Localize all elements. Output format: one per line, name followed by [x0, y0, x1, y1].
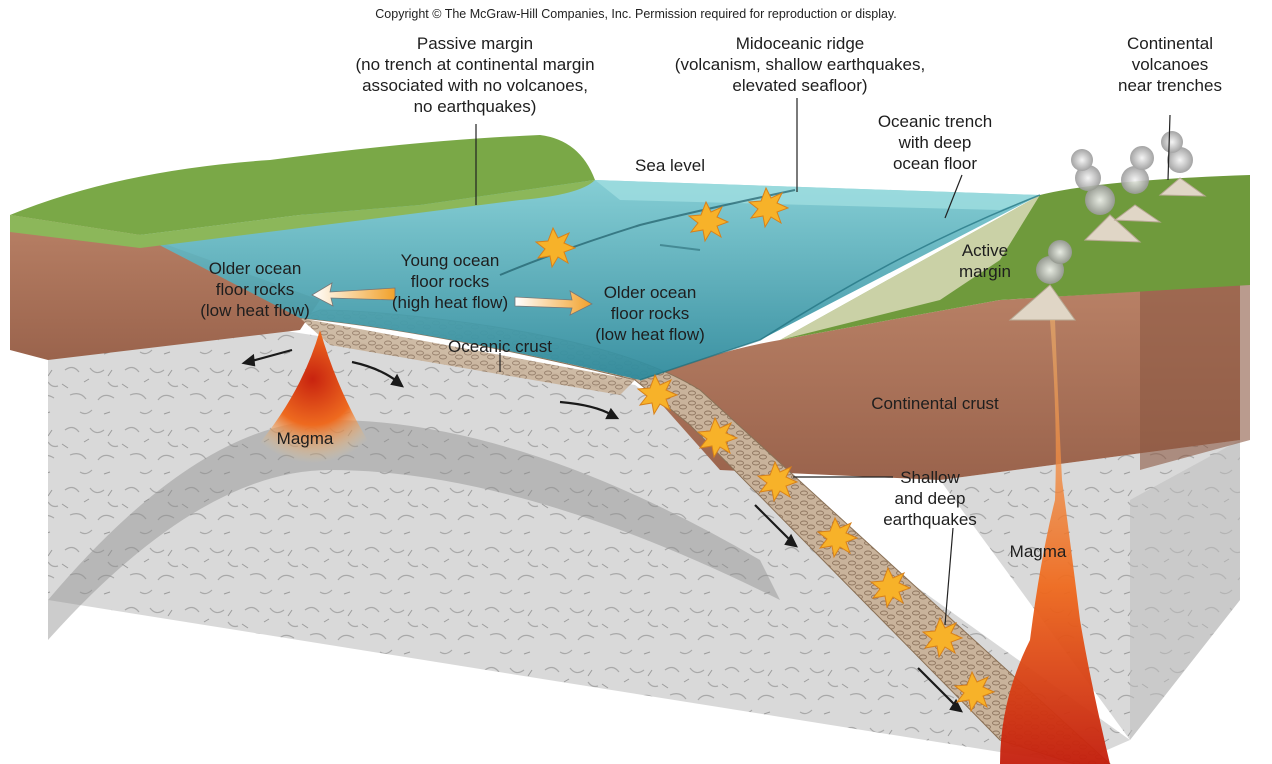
label-earthquakes: Shallow and deep earthquakes: [883, 468, 977, 529]
earthquake-star: [534, 226, 577, 269]
label-older-right: Older ocean floor rocks (low heat flow): [595, 283, 705, 344]
continental-crust-right: [640, 285, 1240, 480]
label-young-floor: Young ocean floor rocks (high heat flow): [391, 251, 509, 312]
label-older-left: Older ocean floor rocks (low heat flow): [200, 259, 310, 320]
earthquake-star: [756, 460, 799, 503]
earthquake-star: [687, 200, 730, 243]
earthquake-star: [696, 416, 739, 459]
earthquake-star: [921, 616, 964, 659]
label-active-margin: Active margin: [959, 241, 1011, 281]
label-magma-right: Magma: [1009, 542, 1067, 561]
volcano-smoke: [1036, 131, 1193, 284]
label-magma-left: Magma: [276, 429, 334, 448]
ridge-line: [499, 189, 796, 276]
label-passive-margin: Passive margin (no trench at continental…: [355, 34, 595, 116]
earthquake-star: [636, 373, 679, 416]
earthquake-star: [747, 186, 790, 229]
label-continental-volcanoes: Continental volcanoes near trenches: [1118, 34, 1222, 95]
volcano-4: [1158, 177, 1207, 197]
ocean: [140, 180, 1040, 380]
earthquake-star: [816, 516, 859, 559]
trench-line: [639, 194, 1041, 381]
volcano-1: [1008, 284, 1076, 321]
left-land: [10, 135, 595, 235]
label-oceanic-crust: Oceanic crust: [448, 337, 552, 356]
volcano-2: [1083, 214, 1142, 243]
label-continental-crust: Continental crust: [871, 394, 999, 413]
volcano-3: [1113, 204, 1162, 223]
label-sea-level: Sea level: [635, 156, 705, 175]
label-midoceanic-ridge: Midoceanic ridge (volcanism, shallow ear…: [674, 34, 926, 95]
leader-lines: [475, 98, 1171, 626]
magma-right: [1000, 320, 1110, 764]
earthquake-star: [869, 566, 912, 609]
heat-arrow-right: [514, 290, 593, 316]
magma-left: [245, 330, 380, 470]
heat-arrow-left: [311, 282, 396, 307]
label-oceanic-trench: Oceanic trench with deep ocean floor: [877, 112, 993, 173]
copyright-notice: Copyright © The McGraw-Hill Companies, I…: [375, 7, 897, 21]
mantle-arc: [48, 420, 780, 640]
earthquake-star: [953, 670, 996, 713]
mantle-flow-arrows: [241, 348, 963, 713]
earthquake-stars: [534, 186, 996, 713]
continental-crust-left: [10, 215, 320, 360]
